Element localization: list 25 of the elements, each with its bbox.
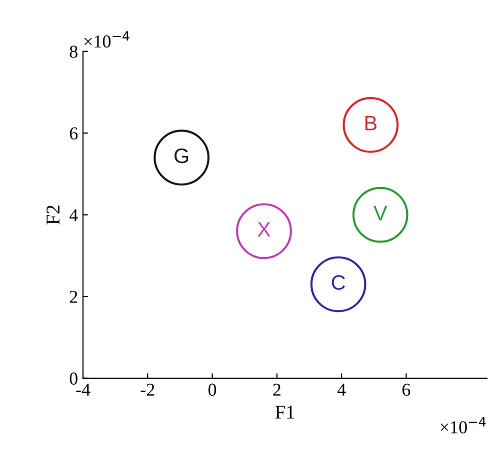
x-tick-label: 4 [337, 384, 346, 396]
y-tick-label: 6 [70, 127, 78, 140]
series-label: G [174, 148, 188, 164]
x-tick-label: -2 [140, 384, 154, 396]
x-tick-label: -4 [76, 384, 90, 396]
x-axis-title: F1 [275, 406, 294, 419]
point [310, 256, 366, 312]
y-tick-label: 0 [70, 372, 78, 385]
point [154, 130, 210, 186]
y-tick-label: 8 [70, 46, 78, 58]
x-tick-label: 0 [208, 384, 216, 396]
text: ×10$^{−4}$ [440, 417, 486, 434]
point [342, 96, 399, 153]
series-label: X [258, 222, 270, 237]
y-axis-title: F2 [46, 206, 60, 225]
point [236, 203, 292, 260]
text: ×10$^{−4}$ [84, 31, 130, 48]
series-label: C [332, 275, 346, 290]
x-tick-label: 2 [273, 384, 280, 396]
y-tick-label: 2 [70, 290, 78, 303]
point [352, 186, 408, 243]
series-label: B [365, 116, 376, 130]
series-label: V [373, 206, 388, 220]
x-tick-label: 6 [402, 384, 410, 396]
y-tick-label: 4 [69, 209, 78, 222]
